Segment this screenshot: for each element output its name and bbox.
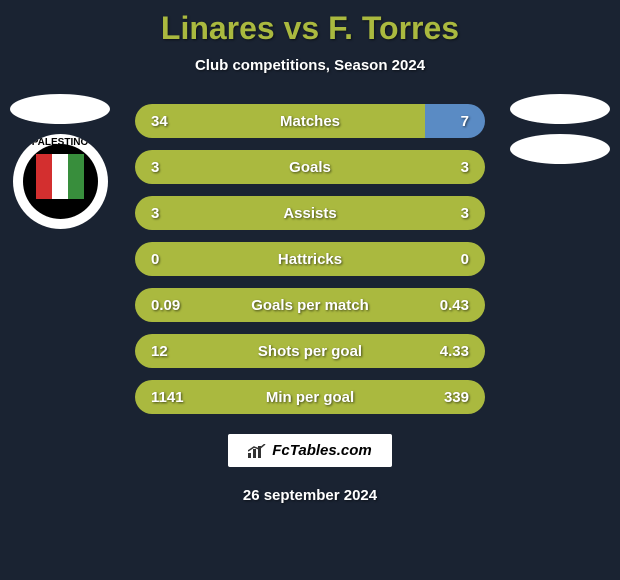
stat-label: Goals bbox=[289, 159, 331, 176]
stats-column: 34 Matches 7 3 Goals 3 3 Assists 3 0 Hattricks 0 0.0… bbox=[135, 104, 485, 414]
stat-content: 3 Assists 3 bbox=[135, 196, 485, 230]
stat-label: Goals per match bbox=[251, 297, 369, 314]
stat-label: Min per goal bbox=[266, 389, 354, 406]
shield-stripe-red bbox=[36, 154, 52, 199]
stat-value-right: 3 bbox=[429, 205, 469, 222]
stat-label: Assists bbox=[283, 205, 336, 222]
stat-content: 12 Shots per goal 4.33 bbox=[135, 334, 485, 368]
left-badge-1 bbox=[10, 94, 110, 124]
stat-value-left: 1141 bbox=[151, 389, 191, 406]
left-badges: PALESTINO bbox=[10, 94, 110, 229]
stat-row: 12 Shots per goal 4.33 bbox=[135, 334, 485, 368]
stat-content: 34 Matches 7 bbox=[135, 104, 485, 138]
palestino-shield bbox=[36, 154, 84, 209]
stat-label: Hattricks bbox=[278, 251, 342, 268]
stat-row: 34 Matches 7 bbox=[135, 104, 485, 138]
stat-row: 3 Goals 3 bbox=[135, 150, 485, 184]
date-text: 26 september 2024 bbox=[243, 487, 377, 504]
stat-content: 0.09 Goals per match 0.43 bbox=[135, 288, 485, 322]
page-title: Linares vs F. Torres bbox=[161, 10, 459, 47]
stats-area: PALESTINO 34 Matches 7 3 Goals 3 3 Assists 3 0 Hat… bbox=[0, 104, 620, 414]
stat-value-left: 34 bbox=[151, 113, 191, 130]
palestino-inner bbox=[23, 144, 98, 219]
stat-value-right: 0 bbox=[429, 251, 469, 268]
stat-value-left: 0 bbox=[151, 251, 191, 268]
right-badges bbox=[510, 94, 610, 164]
chart-icon bbox=[248, 444, 266, 458]
left-badge-palestino: PALESTINO bbox=[13, 134, 108, 229]
stat-value-right: 0.43 bbox=[429, 297, 469, 314]
shield-stripe-white bbox=[52, 154, 68, 199]
stat-value-right: 339 bbox=[429, 389, 469, 406]
stat-value-left: 0.09 bbox=[151, 297, 191, 314]
stat-content: 0 Hattricks 0 bbox=[135, 242, 485, 276]
right-badge-2 bbox=[510, 134, 610, 164]
stat-row: 1141 Min per goal 339 bbox=[135, 380, 485, 414]
stat-label: Shots per goal bbox=[258, 343, 362, 360]
stat-value-right: 4.33 bbox=[429, 343, 469, 360]
footer-logo: FcTables.com bbox=[228, 434, 391, 467]
stat-row: 3 Assists 3 bbox=[135, 196, 485, 230]
stat-content: 3 Goals 3 bbox=[135, 150, 485, 184]
stat-value-left: 3 bbox=[151, 205, 191, 222]
stat-value-left: 12 bbox=[151, 343, 191, 360]
stat-value-left: 3 bbox=[151, 159, 191, 176]
footer-brand-text: FcTables.com bbox=[272, 442, 371, 459]
stat-value-right: 7 bbox=[429, 113, 469, 130]
stat-row: 0 Hattricks 0 bbox=[135, 242, 485, 276]
stat-label: Matches bbox=[280, 113, 340, 130]
shield-stripe-green bbox=[68, 154, 84, 199]
stat-row: 0.09 Goals per match 0.43 bbox=[135, 288, 485, 322]
subtitle: Club competitions, Season 2024 bbox=[195, 57, 425, 74]
right-badge-1 bbox=[510, 94, 610, 124]
stat-content: 1141 Min per goal 339 bbox=[135, 380, 485, 414]
stat-value-right: 3 bbox=[429, 159, 469, 176]
